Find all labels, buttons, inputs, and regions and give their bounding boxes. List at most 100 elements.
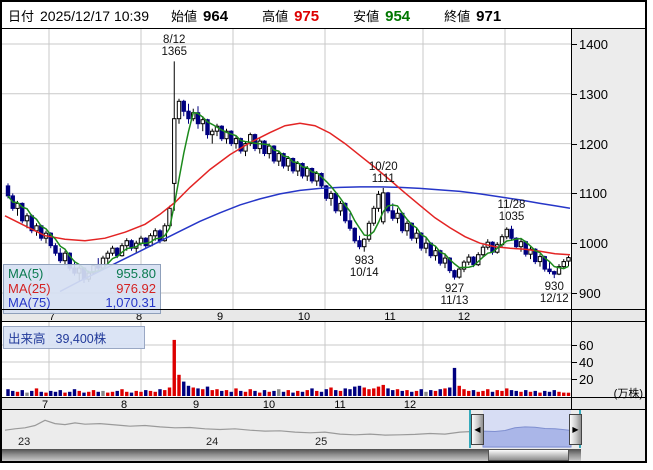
volume-value: 39,400株	[55, 332, 107, 346]
candle-body	[157, 230, 163, 242]
volume-bar	[381, 384, 385, 396]
candle-body	[385, 192, 391, 212]
volume-bar	[296, 390, 300, 396]
candles	[5, 61, 571, 283]
volume-bar	[552, 390, 556, 396]
volume-bar	[533, 390, 537, 396]
candle-body	[200, 119, 205, 125]
volume-bar	[68, 391, 72, 397]
strip2-top-line	[0, 397, 647, 398]
candle-body	[537, 256, 543, 263]
volume-bar	[158, 389, 162, 396]
month-axis-main: 7 8 9 10 11 12	[2, 309, 571, 323]
candle-body	[24, 215, 30, 222]
candle-body	[195, 112, 201, 125]
date-label: 日付	[8, 8, 35, 24]
candle-body	[333, 192, 338, 212]
candle-body	[338, 202, 343, 212]
candle-body	[556, 266, 562, 275]
volume-bar	[300, 391, 305, 397]
ma5-label: MA(5)	[8, 266, 44, 281]
candle-body	[542, 256, 547, 270]
volume-bar	[248, 389, 252, 396]
volume-bar	[448, 387, 452, 396]
candle-body	[271, 145, 277, 162]
candle-body	[229, 130, 234, 145]
ma5-value: 955.80	[116, 266, 156, 281]
volume-bar	[538, 392, 542, 396]
volume-bar	[20, 390, 24, 396]
right-axis-panel	[571, 29, 645, 461]
candle-body	[219, 125, 224, 140]
volume-bar	[63, 392, 67, 396]
scrollbar-thumb[interactable]	[488, 449, 569, 461]
volume-bar	[414, 390, 419, 396]
main-chart-svg	[2, 29, 571, 309]
strip1-bottom-line	[0, 321, 647, 322]
month-label: 11	[334, 399, 346, 411]
candle-body	[547, 268, 552, 273]
ma-legend-box: MA(5) 955.80 MA(25) 976.92 MA(75) 1,070.…	[3, 264, 161, 314]
strip1-top-line	[0, 309, 647, 310]
navigator-svg[interactable]	[2, 409, 645, 448]
navigator-right-button[interactable]: ▶	[569, 414, 582, 445]
volume-bar	[476, 391, 480, 397]
volume-bar	[357, 385, 362, 396]
volume-bar	[334, 390, 338, 396]
candle-body	[504, 228, 509, 238]
volume-bar	[562, 392, 566, 396]
candle-body	[561, 261, 566, 268]
scrollbar-track[interactable]	[2, 449, 581, 461]
candle-body	[58, 252, 63, 262]
frame-left	[0, 0, 2, 463]
candle-body	[400, 212, 405, 232]
volume-bar	[77, 390, 81, 396]
volume-bar	[210, 390, 214, 396]
volume-bar	[424, 391, 428, 397]
volume-bar	[329, 387, 333, 396]
volume-bar	[272, 390, 276, 396]
volume-bar	[543, 390, 547, 396]
candle-body	[566, 257, 571, 262]
volume-bar	[6, 389, 10, 396]
candle-body	[395, 212, 400, 219]
close-value: 971	[476, 7, 502, 25]
month-label: 9	[216, 311, 224, 323]
volume-bar	[291, 392, 295, 396]
candle-body	[267, 145, 272, 155]
volume-bar	[139, 391, 143, 397]
volume-bar	[25, 392, 29, 396]
volume-bar	[490, 391, 495, 397]
month-label: 7	[48, 311, 56, 323]
candle-body	[362, 238, 367, 248]
ma75-row: MA(75) 1,070.31	[8, 296, 156, 311]
candle-body	[471, 256, 476, 266]
volume-bar	[509, 390, 514, 396]
candle-body	[290, 158, 296, 172]
candle-body	[5, 185, 11, 197]
volume-bar	[395, 389, 400, 396]
candle-body	[452, 270, 457, 278]
volume-bar	[500, 390, 504, 396]
candle-body	[262, 140, 267, 154]
candle-body	[552, 271, 557, 275]
month-label: 10	[297, 311, 311, 323]
candle-body	[105, 252, 110, 259]
volume-chart-svg	[2, 322, 571, 397]
volume-bar	[315, 390, 319, 396]
frame-top	[0, 0, 647, 2]
candle-body	[295, 163, 300, 172]
candle-body	[343, 202, 348, 222]
volume-bar	[348, 389, 352, 396]
volume-bar	[481, 390, 485, 396]
candle-body	[314, 173, 319, 182]
volume-bar	[220, 390, 224, 396]
month-label: 7	[41, 399, 49, 411]
volume-bar	[343, 388, 347, 396]
volume-bar	[30, 390, 34, 396]
volume-bar	[429, 390, 433, 396]
navigator-left-button[interactable]: ◀	[471, 414, 484, 445]
volume-bar	[229, 391, 233, 397]
volume-bar	[305, 390, 309, 396]
candle-body	[248, 134, 253, 145]
